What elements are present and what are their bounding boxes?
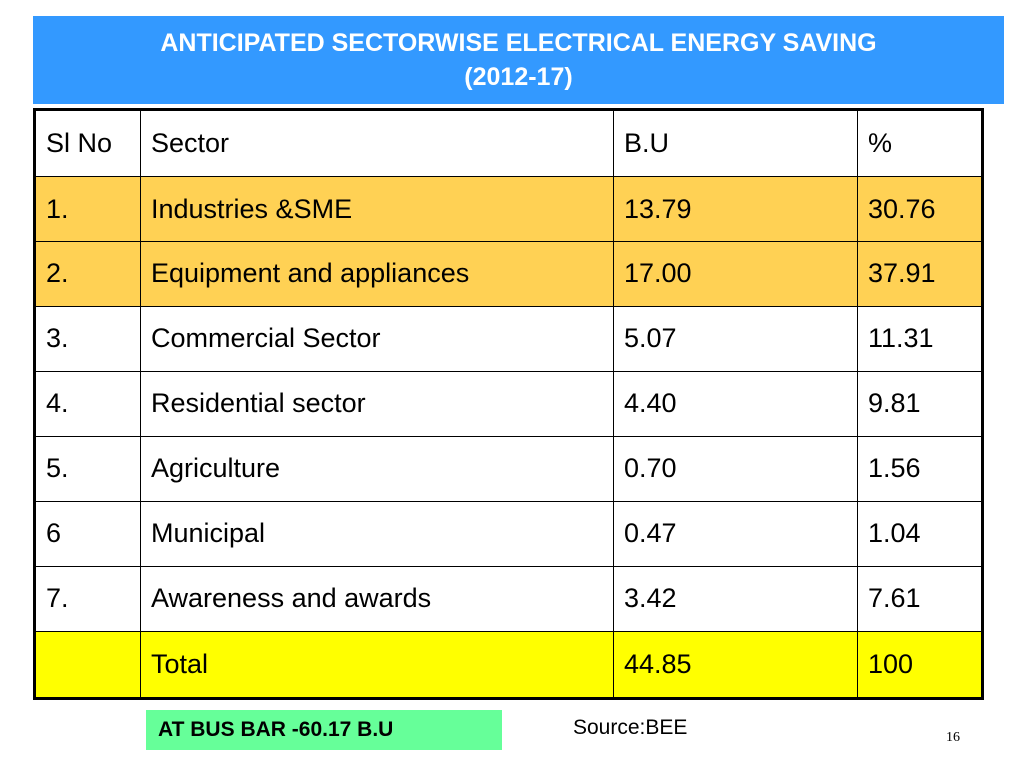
table-total-row: Total 44.85 100 [34,630,983,700]
cell-sl-no: 1. [34,176,141,242]
cell-sector: Residential sector [140,370,614,437]
header-sector: Sector [140,108,614,178]
cell-percent: 37.91 [857,241,983,307]
header-percent: % [857,108,983,178]
cell-sl-no: 2. [34,241,141,307]
total-percent: 100 [857,630,983,700]
cell-sector: Agriculture [140,435,614,502]
cell-bu: 13.79 [613,176,858,242]
cell-sector: Equipment and appliances [140,241,614,307]
header-bu: B.U [613,108,858,178]
slide-title-line-1: ANTICIPATED SECTORWISE ELECTRICAL ENERGY… [160,29,877,57]
cell-sector: Awareness and awards [140,565,614,632]
total-sl-no [34,630,141,700]
cell-percent: 9.81 [857,370,983,437]
cell-sl-no: 5. [34,435,141,502]
slide-title-line-2: (2012-17) [464,63,573,91]
table-row: 2. Equipment and appliances 17.00 37.91 [34,241,983,307]
title-banner: ANTICIPATED SECTORWISE ELECTRICAL ENERGY… [33,16,1004,104]
cell-percent: 30.76 [857,176,983,242]
total-label: Total [140,630,614,700]
table-header-row: Sl No Sector B.U % [34,108,983,178]
table-row: 3. Commercial Sector 5.07 11.31 [34,305,983,372]
cell-bu: 17.00 [613,241,858,307]
table-row: 7. Awareness and awards 3.42 7.61 [34,565,983,632]
cell-bu: 0.70 [613,435,858,502]
cell-sl-no: 4. [34,370,141,437]
page-number: 16 [946,730,960,745]
cell-sector: Industries &SME [140,176,614,242]
cell-sector: Commercial Sector [140,305,614,372]
header-sl-no: Sl No [34,108,141,178]
slide-title: ANTICIPATED SECTORWISE ELECTRICAL ENERGY… [160,26,876,94]
cell-percent: 1.56 [857,435,983,502]
busbar-note: AT BUS BAR -60.17 B.U [146,710,502,750]
cell-sl-no: 7. [34,565,141,632]
table-row: 1. Industries &SME 13.79 30.76 [34,176,983,242]
total-bu: 44.85 [613,630,858,700]
table-row: 5. Agriculture 0.70 1.56 [34,435,983,502]
cell-bu: 5.07 [613,305,858,372]
cell-sl-no: 3. [34,305,141,372]
source-note: Source:BEE [573,716,688,739]
cell-bu: 0.47 [613,500,858,567]
cell-sector: Municipal [140,500,614,567]
table-row: 6 Municipal 0.47 1.04 [34,500,983,567]
cell-bu: 4.40 [613,370,858,437]
cell-sl-no: 6 [34,500,141,567]
cell-percent: 7.61 [857,565,983,632]
cell-percent: 11.31 [857,305,983,372]
cell-percent: 1.04 [857,500,983,567]
energy-saving-table: Sl No Sector B.U % 1. Industries &SME 13… [33,108,984,700]
table-row: 4. Residential sector 4.40 9.81 [34,370,983,437]
cell-bu: 3.42 [613,565,858,632]
